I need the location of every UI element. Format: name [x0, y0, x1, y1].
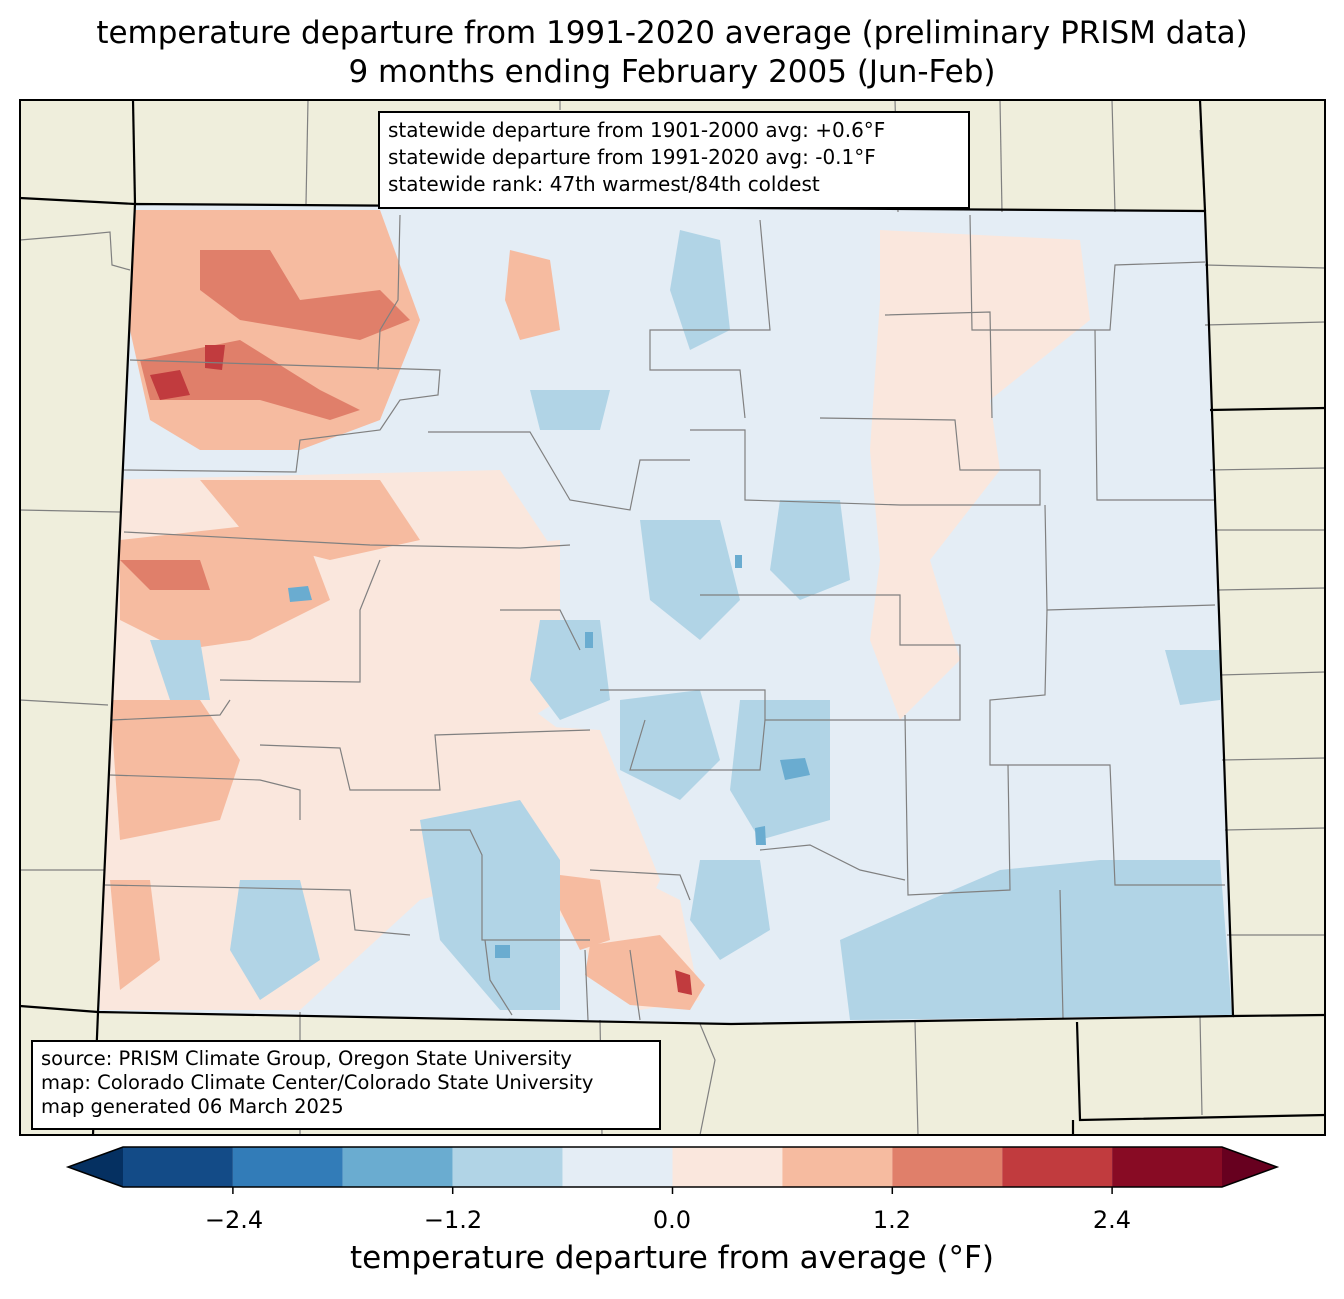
map-title-line2: 9 months ending February 2005 (Jun-Feb)	[348, 54, 996, 90]
credits-source: source: PRISM Climate Group, Oregon Stat…	[41, 1047, 572, 1070]
map-title-line1: temperature departure from 1991-2020 ave…	[96, 15, 1248, 51]
colorbar-bin	[342, 1147, 453, 1187]
state-boundaries	[19, 99, 1326, 1136]
colorbar-bin	[123, 1147, 233, 1187]
colorbar-outline	[65, 1146, 1280, 1188]
colorbar	[65, 1146, 1280, 1194]
colorbar-tick-label: 1.2	[872, 1206, 912, 1234]
map-frame	[19, 99, 1326, 1136]
colorbar-bin	[1002, 1147, 1113, 1187]
colorbar-bin	[672, 1147, 783, 1187]
colorbar-tick-label: −2.4	[204, 1206, 264, 1234]
colorbar-bin	[452, 1147, 563, 1187]
colorbar-bin	[1112, 1147, 1222, 1187]
warm-region-east	[870, 230, 1090, 720]
statewide-stats-box: statewide departure from 1901-2000 avg: …	[378, 111, 970, 209]
colorbar-under-arrow	[68, 1147, 123, 1187]
colorbar-over-arrow	[1222, 1147, 1277, 1187]
stats-line-rank: statewide rank: 47th warmest/84th coldes…	[388, 172, 820, 196]
credits-map: map: Colorado Climate Center/Colorado St…	[41, 1071, 594, 1094]
colorbar-bin	[782, 1147, 893, 1187]
colorbar-bin	[232, 1147, 343, 1187]
colorado-border	[96, 202, 1235, 1026]
colorbar-bin	[892, 1147, 1003, 1187]
colorbar-bin	[562, 1147, 673, 1187]
colorbar-label: temperature departure from average (°F)	[350, 1240, 994, 1276]
credits-box: source: PRISM Climate Group, Oregon Stat…	[31, 1040, 661, 1130]
stats-line-1901-2000: statewide departure from 1901-2000 avg: …	[388, 118, 886, 142]
colorbar-tick-label: −1.2	[423, 1206, 483, 1234]
credits-generated: map generated 06 March 2025	[41, 1095, 344, 1118]
cool-region-southeast	[840, 860, 1232, 1020]
temperature-departure-field	[98, 204, 1233, 1024]
stats-line-1991-2020: statewide departure from 1991-2020 avg: …	[388, 145, 876, 169]
county-boundaries	[104, 214, 1225, 1021]
colorbar-tick-label: 2.4	[1092, 1206, 1132, 1234]
colorbar-tick-label: 0.0	[652, 1206, 692, 1234]
